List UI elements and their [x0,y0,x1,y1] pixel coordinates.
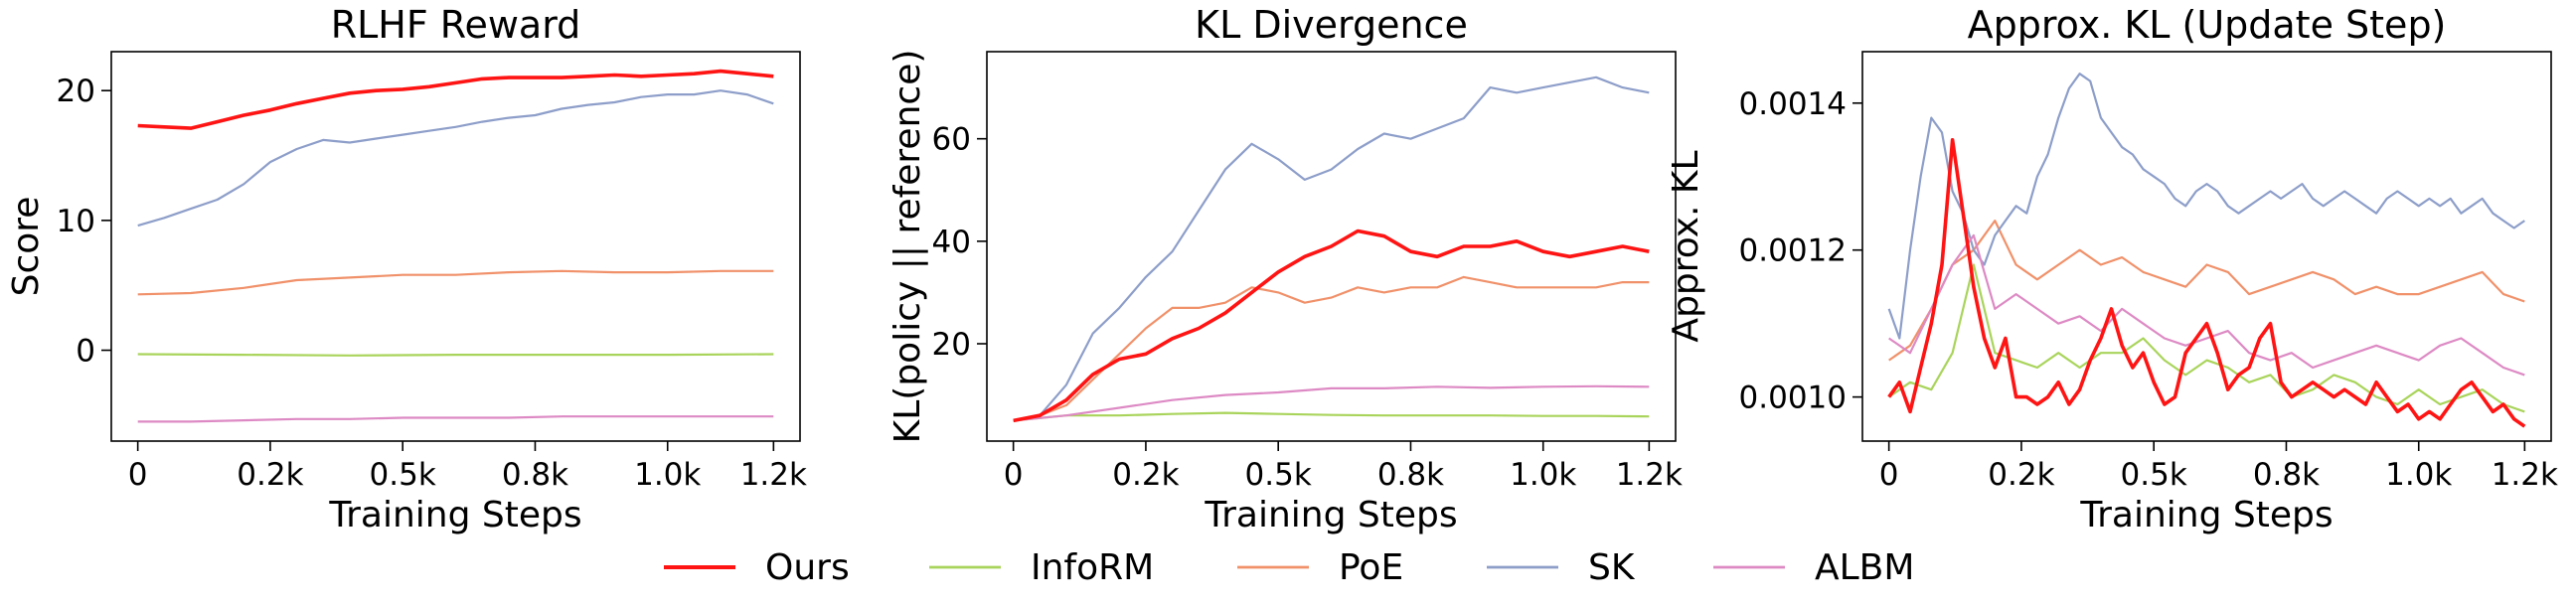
chart-panel-2: 0 0.2k 0.5k 0.8k 1.0k 1.2k 20 40 60 KL Divergence… [887,3,1683,535]
legend-item-ours: Ours [664,547,850,588]
legend: Ours InfoRM PoE SK ALBM [664,547,1914,588]
series-line-poe [1888,220,2525,362]
x-tick-label: 0 [1879,457,1899,493]
series-line-albm [1013,384,1650,422]
legend-label: Ours [765,547,850,588]
x-axis-label: Training Steps [328,495,581,535]
series-line-ours [1887,138,2526,428]
x-tick-label: 0.5k [370,457,436,493]
x-tick-label: 1.0k [1510,457,1576,493]
series-line-inform [1013,411,1650,422]
series-line-ours [137,69,774,130]
x-tick-label: 0 [128,457,148,493]
series-line-sk [1013,76,1650,422]
x-tick-label: 0.5k [1245,457,1312,493]
series-line-poe [137,269,774,296]
x-tick-label: 1.2k [1616,457,1683,493]
chart-panel-3: 0 0.2k 0.5k 0.8k 1.0k 1.2k 0.0010 0.0012 0.0014 A… [1666,3,2558,535]
series-line-poe [1013,275,1650,422]
x-tick-label: 0.2k [237,457,303,493]
legend-label: InfoRM [1031,547,1154,588]
x-tick-label: 1.0k [2385,457,2452,493]
series-group [137,69,774,423]
x-tick-label: 0.8k [2253,457,2320,493]
y-tick-label: 0.0010 [1739,380,1847,416]
series-line-ours [1013,228,1650,423]
x-tick-label: 1.2k [2492,457,2558,493]
y-axis-label: Score [6,197,47,297]
legend-label: PoE [1339,547,1403,588]
series-line-inform [137,353,774,357]
y-tick-label: 40 [932,225,971,260]
legend-label: SK [1588,547,1636,588]
series-line-inform [1888,263,2525,413]
y-axis-label: KL(policy || reference) [887,50,928,444]
legend-item-inform: InfoRM [929,547,1154,588]
y-tick-label: 0.0014 [1739,86,1847,122]
y-axis-label: Approx. KL [1666,150,1706,342]
y-tick-label: 20 [932,327,971,363]
panel-title: KL Divergence [1195,3,1468,47]
legend-item-albm: ALBM [1713,547,1914,588]
y-tick-label: 20 [57,74,95,109]
plot-frame [986,51,1677,442]
legend-item-sk: SK [1487,547,1636,588]
y-tick-label: 60 [932,122,971,158]
series-line-albm [137,415,774,423]
x-tick-label: 0 [1004,457,1024,493]
x-tick-label: 0.2k [1988,457,2054,493]
series-line-albm [1888,233,2525,377]
series-line-sk [137,89,774,228]
series-group [1887,73,2526,428]
y-tick-label: 0.0012 [1739,233,1847,269]
plot-frame [1861,51,2552,442]
x-tick-label: 0.2k [1112,457,1179,493]
series-line-sk [1887,73,2525,340]
x-axis-label: Training Steps [2079,495,2333,535]
legend-item-poe: PoE [1237,547,1403,588]
series-group [1013,76,1650,423]
y-tick-label: 10 [57,204,95,239]
x-tick-label: 0.5k [2121,457,2187,493]
y-tick-label: 0 [76,334,95,370]
x-tick-label: 0.8k [502,457,568,493]
panel-title: RLHF Reward [331,3,581,47]
chart-panel-1: 0 0.2k 0.5k 0.8k 1.0k 1.2k 0 10 20 RLHF Reward Tra… [6,3,807,535]
x-axis-label: Training Steps [1204,495,1457,535]
x-tick-label: 1.0k [634,457,701,493]
plot-frame [110,51,801,442]
x-tick-label: 1.2k [740,457,807,493]
x-tick-label: 0.8k [1377,457,1444,493]
legend-label: ALBM [1815,547,1914,588]
panel-title: Approx. KL (Update Step) [1968,3,2447,47]
